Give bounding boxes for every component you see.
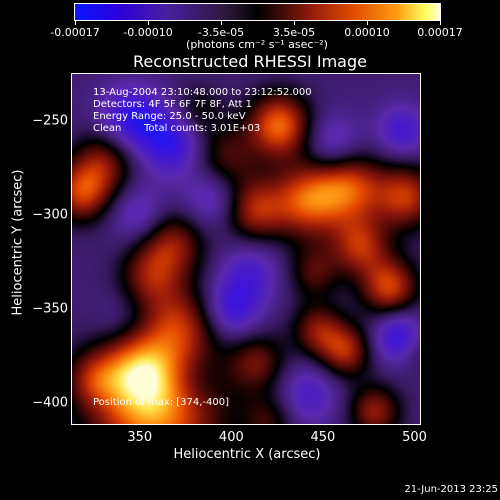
heatmap-image	[72, 74, 420, 424]
total-counts-label: Total counts: 3.01E+03	[144, 123, 261, 134]
colorbar-unit: (photons cm⁻² s⁻¹ asec⁻²)	[186, 38, 328, 51]
detectors-label: Detectors: 4F 5F 6F 7F 8F, Att 1	[93, 99, 253, 110]
chart-title: Reconstructed RHESSI Image	[133, 52, 367, 71]
colorbar-tick	[221, 20, 222, 25]
colorbar-tick-label: -0.00010	[123, 26, 173, 39]
colorbar-tick	[148, 20, 149, 25]
x-tick-label: 450	[310, 430, 336, 445]
colorbar	[74, 3, 441, 21]
y-tick-label: −300	[32, 207, 68, 223]
y-tick-label: −400	[32, 395, 68, 411]
timestamp: 21-Jun-2013 23:25	[404, 484, 498, 495]
x-axis-label: Heliocentric X (arcsec)	[173, 447, 321, 462]
y-axis-label: Heliocentric Y (arcsec)	[10, 169, 26, 316]
x-tick-label: 350	[127, 430, 153, 445]
colorbar-tick-label: -3.5e-05	[197, 26, 245, 39]
x-tick-label: 400	[218, 430, 244, 445]
method-label: Clean	[93, 123, 122, 134]
colorbar-tick	[75, 20, 76, 25]
colorbar-tick-label: -0.00017	[50, 26, 100, 39]
colorbar-tick-label: 0.00017	[417, 26, 463, 39]
position-of-max-label: Position of max: [374,-400]	[93, 397, 230, 408]
y-tick-label: −250	[32, 113, 68, 129]
colorbar-tick-label: 3.5e-05	[272, 26, 316, 39]
y-tick-label: −350	[32, 301, 68, 317]
time-range-label: 13-Aug-2004 23:10:48.000 to 23:12:52.000	[93, 87, 312, 98]
colorbar-tick-label: 0.00010	[344, 26, 390, 39]
x-tick-label: 500	[402, 430, 427, 445]
colorbar-tick	[440, 20, 441, 25]
energy-range-label: Energy Range: 25.0 - 50.0 keV	[93, 111, 246, 122]
plot-area	[71, 73, 421, 425]
colorbar-tick	[367, 20, 368, 25]
colorbar-tick	[294, 20, 295, 25]
